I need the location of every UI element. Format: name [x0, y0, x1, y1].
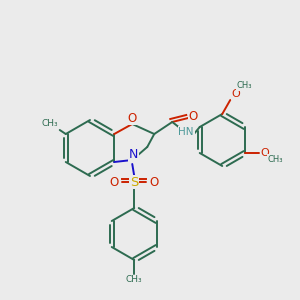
Text: N: N [129, 148, 138, 161]
Text: O: O [150, 176, 159, 188]
Text: CH₃: CH₃ [41, 119, 58, 128]
Text: O: O [189, 110, 198, 122]
Text: HN: HN [178, 127, 194, 137]
Text: S: S [130, 176, 138, 188]
Text: O: O [110, 176, 119, 188]
Text: CH₃: CH₃ [126, 275, 142, 284]
Text: CH₃: CH₃ [236, 82, 252, 91]
Text: O: O [260, 148, 269, 158]
Text: CH₃: CH₃ [267, 154, 283, 164]
Text: O: O [128, 112, 137, 124]
Text: O: O [232, 89, 241, 99]
